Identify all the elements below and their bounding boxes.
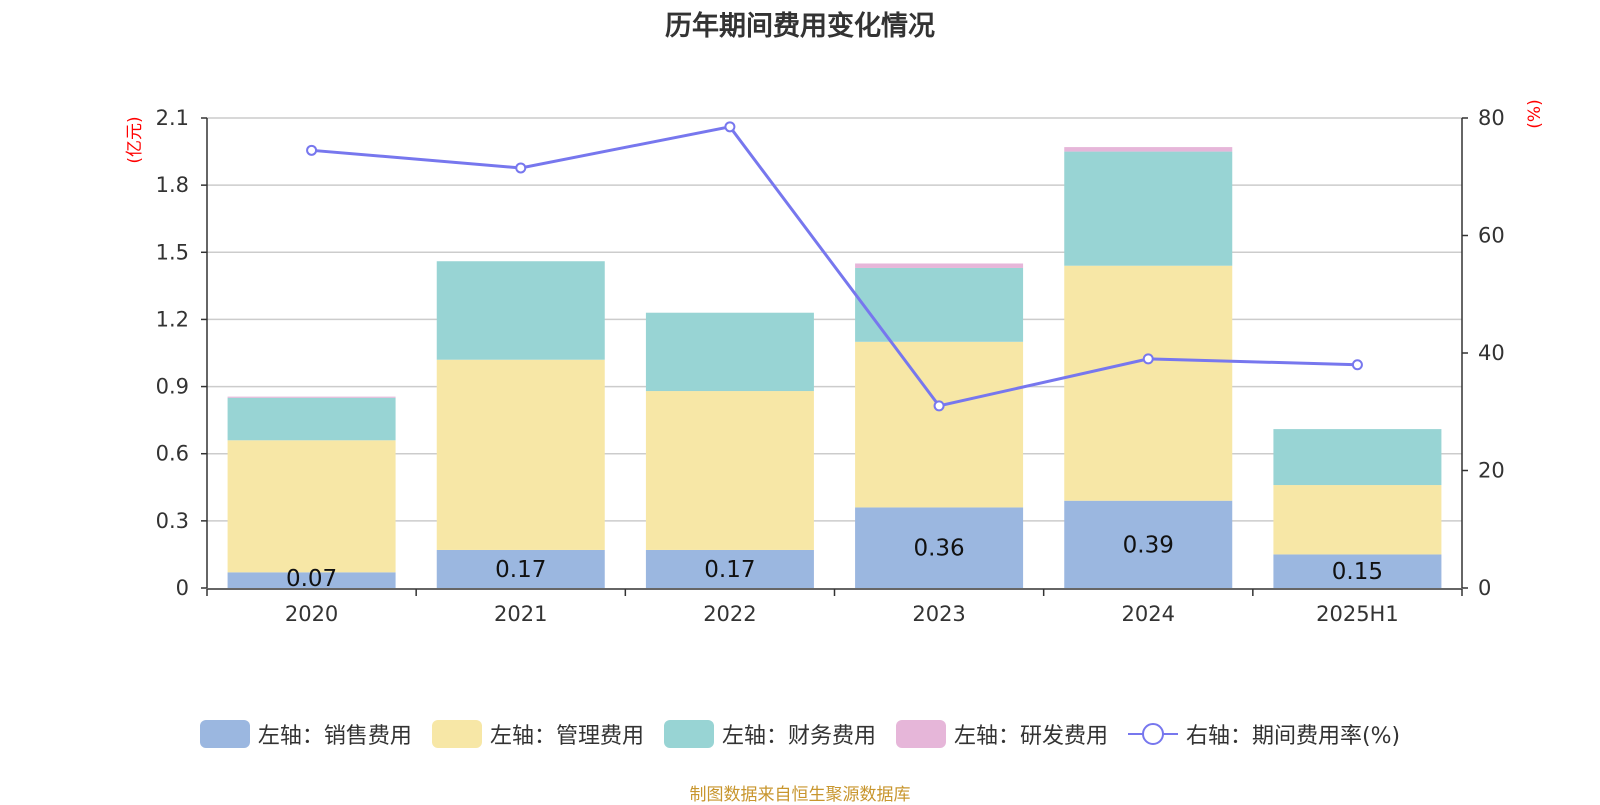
rate-point [933, 400, 945, 412]
bar-finance [227, 397, 396, 441]
bar-finance [1064, 151, 1233, 266]
rate-point [306, 144, 318, 156]
bar-layer [227, 147, 1442, 588]
bar-sales [645, 549, 814, 588]
grid-lines [207, 117, 1462, 522]
bar-finance [1273, 429, 1442, 486]
data-label-sales: 0.07 [286, 566, 337, 592]
bar-sales [855, 507, 1024, 588]
rate-point [515, 162, 527, 174]
bar-admin [227, 440, 396, 573]
bar-rnd [855, 263, 1024, 268]
bar-sales [227, 572, 396, 588]
legend-swatch-finance [663, 720, 714, 748]
left-axis-unit: (亿元) [125, 116, 145, 163]
left-tick-label: 0.6 [156, 442, 189, 466]
x-tick-label: 2023 [912, 602, 965, 626]
x-tick-label: 2024 [1122, 602, 1175, 626]
legend-swatch-rnd [895, 720, 946, 748]
legend-label-finance: 左轴：财务费用 [721, 724, 876, 749]
legend-line-marker-icon [1127, 723, 1178, 745]
x-tick-label: 2022 [703, 602, 756, 626]
legend-label-sales: 左轴：销售费用 [257, 724, 412, 749]
bar-sales [436, 549, 605, 588]
legend-swatch-admin [431, 720, 482, 748]
source-note: 制图数据来自恒生聚源数据库 [689, 785, 911, 805]
x-tick-label: 2025H1 [1316, 602, 1399, 626]
legend-label-admin: 左轴：管理费用 [489, 724, 644, 749]
x-tick-label: 2020 [285, 602, 338, 626]
axes: 0 0.3 0.6 0.9 1.2 1.5 1.8 2.1 0 20 40 60 80 (亿元) (%) 20… [125, 99, 1545, 626]
bar-sales [1064, 500, 1233, 588]
bar-admin [1273, 485, 1442, 555]
data-label-sales: 0.17 [495, 557, 546, 583]
data-labels: 0.07 0.17 0.17 0.36 0.39 0.15 [286, 532, 1383, 592]
left-tick-label: 0 [176, 576, 189, 600]
rate-line [311, 125, 1358, 408]
bar-finance [436, 261, 605, 360]
right-tick-label: 60 [1478, 224, 1505, 248]
left-tick-label: 1.8 [156, 173, 189, 197]
bar-rnd [1064, 147, 1233, 152]
bar-sales [1273, 554, 1442, 588]
left-tick-label: 1.2 [156, 307, 189, 331]
rate-line-layer [306, 121, 1363, 412]
chart-title: 历年期间费用变化情况 [665, 11, 935, 42]
bar-admin [1064, 265, 1233, 501]
rate-point [724, 121, 736, 133]
legend-label-rate: 右轴：期间费用率(%) [1185, 724, 1401, 749]
x-tick-label: 2021 [494, 602, 547, 626]
right-tick-label: 0 [1478, 576, 1491, 600]
bar-admin [436, 359, 605, 550]
legend-item-finance[interactable]: 左轴：财务费用 [663, 718, 876, 750]
bar-rnd [227, 396, 396, 398]
right-axis-unit: (%) [1525, 99, 1545, 128]
right-tick-label: 80 [1478, 106, 1505, 130]
legend-item-rate[interactable]: 右轴：期间费用率(%) [1127, 718, 1401, 750]
legend-item-admin[interactable]: 左轴：管理费用 [431, 718, 644, 750]
left-tick-label: 0.9 [156, 375, 189, 399]
legend-label-rnd: 左轴：研发费用 [953, 724, 1108, 749]
left-tick-label: 1.5 [156, 240, 189, 264]
legend: 左轴：销售费用 左轴：管理费用 左轴：财务费用 左轴：研发费用 右轴：期间费用率… [0, 718, 1600, 750]
legend-swatch-sales [199, 720, 250, 748]
legend-item-sales[interactable]: 左轴：销售费用 [199, 718, 412, 750]
legend-item-rnd[interactable]: 左轴：研发费用 [895, 718, 1108, 750]
bar-finance [855, 267, 1024, 342]
left-tick-label: 0.3 [156, 509, 189, 533]
rate-point [1142, 353, 1154, 365]
rate-point [1351, 359, 1363, 371]
data-label-sales: 0.15 [1332, 559, 1383, 585]
bar-admin [855, 341, 1024, 508]
bar-admin [645, 391, 814, 550]
left-tick-label: 2.1 [156, 106, 189, 130]
right-tick-label: 20 [1478, 459, 1505, 483]
right-tick-label: 40 [1478, 341, 1505, 365]
data-label-sales: 0.17 [704, 557, 755, 583]
data-label-sales: 0.39 [1123, 532, 1174, 558]
data-label-sales: 0.36 [913, 536, 964, 562]
chart-plot: 0 0.3 0.6 0.9 1.2 1.5 1.8 2.1 0 20 40 60 80 (亿元) (%) 20… [125, 99, 1545, 626]
bar-finance [645, 312, 814, 392]
